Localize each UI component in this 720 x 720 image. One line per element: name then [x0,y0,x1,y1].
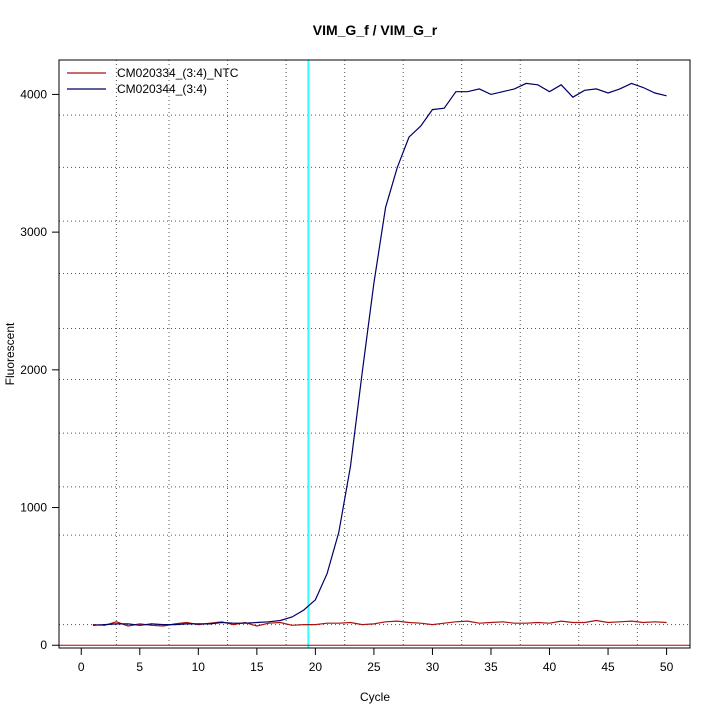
y-tick-label: 0 [40,638,47,652]
series-lines [92,82,667,627]
x-tick-label: 35 [484,660,498,674]
x-tick-label: 5 [136,660,143,674]
series-line-1 [92,619,667,627]
legend: CM020334_(3:4)_NTC CM020344_(3:4) [67,66,239,96]
y-tick-label: 4000 [20,87,47,101]
legend-entry: CM020334_(3:4)_NTC [117,66,239,80]
x-axis: 0 5 10 15 20 25 30 35 40 45 50 [78,648,674,674]
x-tick-label: 25 [367,660,381,674]
y-tick-label: 3000 [20,225,47,239]
x-tick-label: 40 [543,660,557,674]
y-axis: 0 1000 2000 3000 4000 [20,87,59,652]
x-tick-label: 45 [601,660,615,674]
x-tick-label: 15 [250,660,264,674]
x-tick-label: 20 [309,660,323,674]
x-axis-label: Cycle [360,690,390,704]
series-line-2 [92,82,667,626]
plot-frame [58,59,691,649]
y-tick-label: 1000 [20,501,47,515]
x-tick-label: 50 [660,660,674,674]
grid-lines [59,60,690,648]
chart-title: VIM_G_f / VIM_G_r [313,22,438,38]
y-tick-label: 2000 [20,363,47,377]
x-tick-label: 30 [426,660,440,674]
x-tick-label: 10 [192,660,206,674]
x-tick-label: 0 [78,660,85,674]
legend-entry: CM020344_(3:4) [117,82,207,96]
y-axis-label: Fluorescent [3,322,17,385]
